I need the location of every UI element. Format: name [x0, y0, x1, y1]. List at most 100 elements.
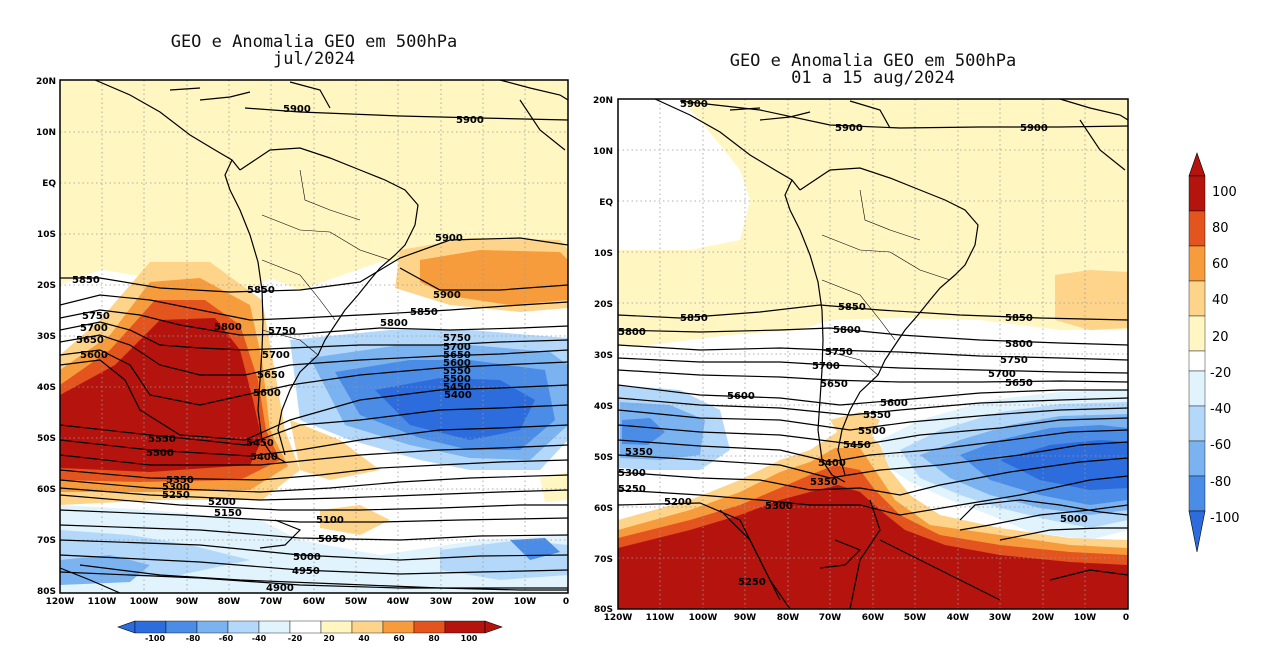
- bottom-colorbar: -100 -80 -60 -40 -20 20 40 60 80 100: [117, 620, 503, 643]
- contour-label: 5850: [410, 307, 438, 318]
- lat-label: 50S: [594, 453, 613, 463]
- contour-label: 5750: [825, 347, 853, 358]
- left-graticule: [60, 80, 568, 593]
- contour-label: 5750: [82, 311, 110, 322]
- contour-label: 5700: [812, 361, 840, 372]
- lon-label: 90W: [734, 613, 757, 623]
- left-lon-labels: 120W 110W 100W 90W 80W 70W 60W 50W 40W 3…: [46, 597, 569, 607]
- contour-label: 5850: [680, 313, 708, 324]
- contour-label: 5550: [863, 410, 891, 421]
- left-panel-title: GEO e Anomalia GEO em 500hPa jul/2024: [60, 34, 568, 68]
- lon-label: 40W: [387, 597, 410, 607]
- contour-label: 5900: [835, 123, 863, 134]
- lon-label: 10W: [1074, 613, 1097, 623]
- bottom-colorbar-label: -80: [186, 634, 201, 643]
- lon-label: 100W: [130, 597, 159, 607]
- contour-label: 5800: [833, 325, 861, 336]
- lat-label: 80S: [37, 587, 56, 597]
- contour-label: 5600: [443, 358, 471, 369]
- contour-label: 5150: [214, 508, 242, 519]
- lon-label: 70W: [819, 613, 842, 623]
- lat-label: 20S: [37, 281, 56, 291]
- right-colorbar-label: -80: [1210, 475, 1231, 490]
- contour-label: 5650: [76, 335, 104, 346]
- contour-label: 5450: [443, 382, 471, 393]
- right-contours: [618, 100, 1128, 609]
- contour-label: 5700: [262, 350, 290, 361]
- right-colorbar: 100 80 60 40 20 -20 -40 -60 -80 -100: [1188, 152, 1240, 553]
- contour-label: 5650: [820, 379, 848, 390]
- lon-label: 30W: [989, 613, 1012, 623]
- contour-label: 5850: [247, 285, 275, 296]
- lat-label: 60S: [37, 485, 56, 495]
- contour-label: 5500: [443, 374, 471, 385]
- contour-label: 5200: [208, 497, 236, 508]
- right-colorbar-label: 20: [1212, 330, 1229, 345]
- contour-label: 5450: [843, 440, 871, 451]
- lat-label: 10S: [594, 249, 613, 259]
- left-title-line1: GEO e Anomalia GEO em 500hPa: [170, 32, 458, 52]
- contour-label: 5600: [253, 388, 281, 399]
- bottom-colorbar-label: 80: [428, 634, 440, 643]
- contour-label: 5750: [443, 333, 471, 344]
- lat-label: 10N: [36, 128, 56, 138]
- left-contour-labels: 5900 5900 5900 5900 5850 5850 5850 5800 …: [72, 104, 484, 594]
- lon-label: 120W: [46, 597, 75, 607]
- left-map-panel: 5900 5900 5900 5900 5850 5850 5850 5800 …: [36, 77, 569, 607]
- bottom-colorbar-label: 100: [461, 634, 478, 643]
- left-lat-labels: 20N 10N EQ 10S 20S 30S 40S 50S 60S 70S 8…: [36, 77, 56, 597]
- contour-label: 5750: [1000, 355, 1028, 366]
- bottom-colorbar-label: -60: [219, 634, 234, 643]
- contour-label: 5550: [443, 366, 471, 377]
- left-contours: [60, 107, 568, 589]
- lon-label: 20W: [1032, 613, 1055, 623]
- right-colorbar-label: -20: [1210, 366, 1231, 381]
- contour-label: 5650: [257, 370, 285, 381]
- contour-label: 5300: [618, 468, 646, 479]
- right-contour-labels: 5900 5900 5900 5850 5850 5850 5800 5800 …: [618, 99, 1088, 588]
- contour-label: 5800: [1005, 339, 1033, 350]
- right-title-line2: 01 a 15 aug/2024: [791, 68, 955, 88]
- right-borders: [821, 189, 951, 376]
- contour-label: 5900: [435, 233, 463, 244]
- contour-label: 5250: [738, 577, 766, 588]
- contour-label: 4900: [266, 583, 294, 594]
- lon-label: 120W: [604, 613, 633, 623]
- left-title-line2: jul/2024: [273, 49, 355, 69]
- contour-label: 5700: [80, 323, 108, 334]
- lat-label: 20S: [594, 300, 613, 310]
- contour-label: 5350: [810, 477, 838, 488]
- lat-label: 30S: [37, 332, 56, 342]
- contour-label: 5700: [443, 342, 471, 353]
- lon-label: 90W: [176, 597, 199, 607]
- lon-label: 20W: [472, 597, 495, 607]
- contour-label: 5400: [250, 452, 278, 463]
- contour-label: 5900: [1020, 123, 1048, 134]
- right-title-line1: GEO e Anomalia GEO em 500hPa: [729, 51, 1017, 71]
- lat-label: 20N: [593, 96, 613, 106]
- left-coastlines: [60, 80, 568, 593]
- right-colorbar-label: -100: [1210, 511, 1240, 526]
- lon-label: 80W: [777, 613, 800, 623]
- contour-label: 5300: [765, 501, 793, 512]
- lat-label: 40S: [594, 402, 613, 412]
- bottom-colorbar-label: 40: [358, 634, 370, 643]
- contour-label: 5550: [148, 434, 176, 445]
- lon-label: 0: [563, 597, 569, 607]
- contour-label: 5100: [316, 515, 344, 526]
- contour-label: 5000: [293, 552, 321, 563]
- contour-label: 5900: [456, 115, 484, 126]
- contour-label: 5900: [680, 99, 708, 110]
- right-lon-labels: 120W 110W 100W 90W 80W 70W 60W 50W 40W 3…: [604, 613, 1129, 623]
- contour-label: 5450: [246, 438, 274, 449]
- contour-label: 5850: [838, 302, 866, 313]
- right-colorbar-label: 80: [1212, 221, 1229, 236]
- right-lat-labels: 20N 10N EQ 10S 20S 30S 40S 50S 60S 70S 8…: [593, 96, 613, 615]
- lat-label: 80S: [594, 605, 613, 615]
- bottom-colorbar-label: -20: [288, 634, 303, 643]
- contour-label: 5650: [443, 350, 471, 361]
- lat-label: 50S: [37, 434, 56, 444]
- contour-label: 5900: [283, 104, 311, 115]
- contour-label: 5600: [727, 391, 755, 402]
